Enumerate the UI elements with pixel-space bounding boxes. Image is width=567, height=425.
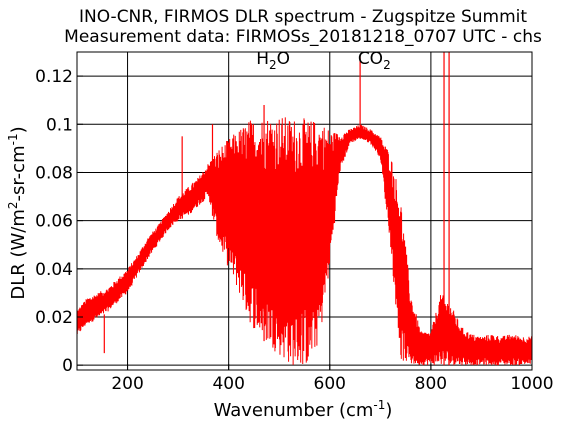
x-tick-label: 400 <box>212 374 244 394</box>
x-tick-label: 200 <box>111 374 143 394</box>
spectrum-line <box>76 117 533 366</box>
spectrum-spikes <box>103 52 450 366</box>
x-tick-label: 600 <box>314 374 346 394</box>
y-axis-label: DLR (W/m2-sr-cm-1) <box>6 126 29 299</box>
y-tick-label: 0 <box>62 356 73 376</box>
chart-subtitle: Measurement data: FIRMOSs_20181218_0707 … <box>64 27 542 47</box>
y-tick-labels: 0 0.02 0.04 0.06 0.08 0.1 0.12 <box>35 67 73 376</box>
band-label: CO2 <box>358 49 391 72</box>
plot-frame <box>76 51 533 371</box>
y-tick-label: 0.08 <box>35 163 73 183</box>
x-tick-label: 1000 <box>510 374 553 394</box>
band-labels: H2O CO2 <box>256 49 390 72</box>
band-label: H2O <box>256 49 290 72</box>
x-axis-label: Wavenumber (cm-1) <box>214 398 393 421</box>
y-tick-label: 0.1 <box>46 115 73 135</box>
chart-title: INO-CNR, FIRMOS DLR spectrum - Zugspitze… <box>79 7 527 27</box>
y-tick-label: 0.12 <box>35 67 73 87</box>
y-tick-label: 0.02 <box>35 308 73 328</box>
y-tick-label: 0.06 <box>35 212 73 232</box>
x-tick-labels: 200 400 600 800 1000 <box>111 374 553 394</box>
x-tick-label: 800 <box>415 374 447 394</box>
y-tick-label: 0.04 <box>35 260 73 280</box>
tick-marks <box>77 75 533 370</box>
